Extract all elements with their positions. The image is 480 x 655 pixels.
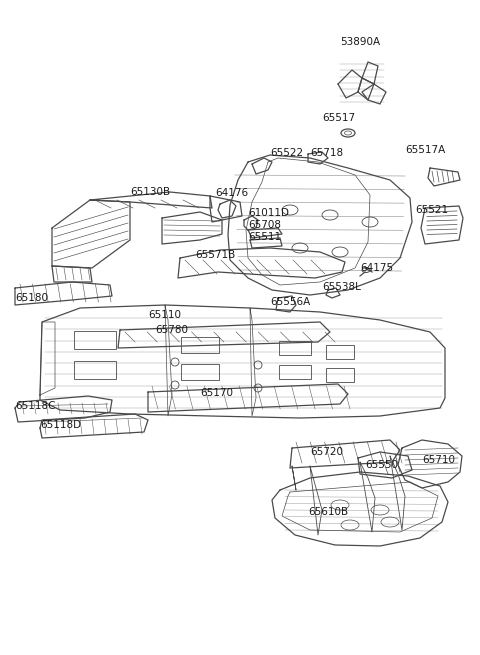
Text: 61011D: 61011D bbox=[248, 208, 289, 218]
Bar bbox=[181, 337, 219, 353]
Text: 65718: 65718 bbox=[310, 148, 343, 158]
Text: 65571B: 65571B bbox=[195, 250, 235, 260]
Text: 64176: 64176 bbox=[215, 188, 248, 198]
Text: 65170: 65170 bbox=[200, 388, 233, 398]
Text: 65538L: 65538L bbox=[322, 282, 361, 292]
Text: 65110: 65110 bbox=[148, 310, 181, 320]
Text: 65610B: 65610B bbox=[308, 507, 348, 517]
Bar bbox=[74, 331, 116, 349]
Text: 65521: 65521 bbox=[415, 205, 448, 215]
Text: 65517A: 65517A bbox=[405, 145, 445, 155]
Bar bbox=[326, 345, 354, 359]
Text: 65708: 65708 bbox=[248, 220, 281, 230]
Text: 65130B: 65130B bbox=[130, 187, 170, 197]
Text: 65517: 65517 bbox=[322, 113, 355, 123]
Bar bbox=[74, 361, 116, 379]
Text: 65780: 65780 bbox=[155, 325, 188, 335]
Text: 64175: 64175 bbox=[360, 263, 393, 273]
Bar bbox=[181, 364, 219, 380]
Bar bbox=[279, 341, 311, 355]
Text: 65720: 65720 bbox=[310, 447, 343, 457]
Text: 65118D: 65118D bbox=[40, 420, 81, 430]
Text: 65511: 65511 bbox=[248, 232, 281, 242]
Text: 53890A: 53890A bbox=[340, 37, 380, 47]
Text: 65710: 65710 bbox=[422, 455, 455, 465]
Text: 65556A: 65556A bbox=[270, 297, 310, 307]
Bar bbox=[279, 365, 311, 379]
Text: 65180: 65180 bbox=[15, 293, 48, 303]
Text: 65550: 65550 bbox=[365, 460, 398, 470]
Bar bbox=[326, 368, 354, 382]
Text: 65522: 65522 bbox=[270, 148, 303, 158]
Text: 65118C: 65118C bbox=[15, 401, 56, 411]
